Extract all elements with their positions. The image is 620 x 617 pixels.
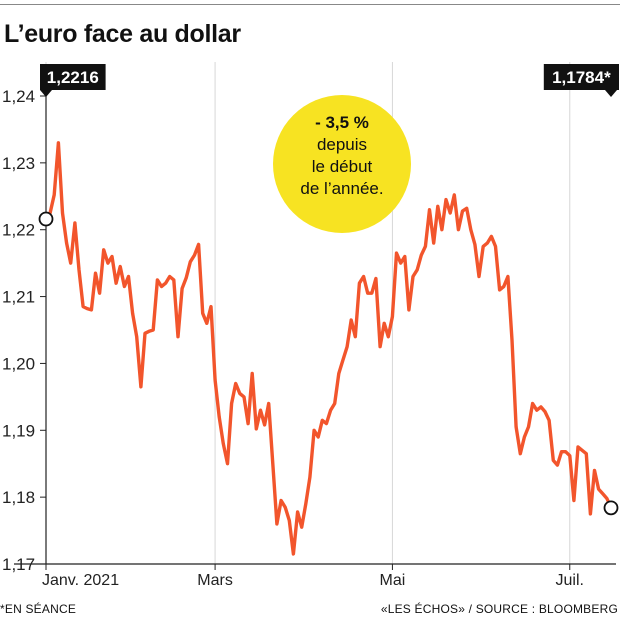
annotation-headline: - 3,5 % (315, 113, 369, 132)
value-callouts: 1,2216 1,1784* (38, 64, 619, 516)
start-value-label-pointer (40, 90, 52, 97)
change-annotation-bubble: - 3,5 % depuis le début de l’année. (273, 95, 411, 233)
x-tick-label: Janv. 2021 (42, 572, 119, 589)
x-tick-label: Juil. (556, 572, 584, 589)
start-point-marker (38, 211, 54, 227)
annotation-line-3: de l’année. (300, 179, 384, 198)
top-rule (0, 4, 620, 5)
end-value-label-box (543, 64, 619, 90)
end-point-marker (603, 500, 619, 516)
end-value-label: 1,1784* (552, 68, 611, 87)
end-value-label-pointer (605, 90, 617, 97)
annotation-line-1: depuis (316, 135, 368, 154)
y-tick-label: 1,23 (2, 154, 35, 173)
x-axis: Janv. 2021 Mars Mai Juil. (14, 563, 616, 589)
annotation-line-2: le début (311, 157, 373, 176)
start-value-label: 1,2216 (47, 68, 99, 87)
y-tick-label: 1,18 (2, 488, 35, 507)
series-line-eur-usd (44, 141, 613, 556)
y-tick-label: 1,21 (2, 288, 35, 307)
chart-title: L’euro face au dollar (4, 20, 241, 48)
source-credit: «LES ÉCHOS» / SOURCE : BLOOMBERG (380, 602, 618, 616)
y-tick-label: 1,20 (2, 354, 35, 373)
y-tick-label: 1,19 (2, 421, 35, 440)
y-tick-label: 1,22 (2, 221, 35, 240)
start-value-label-box (40, 64, 106, 90)
x-tick-label: Mars (197, 572, 233, 589)
footnote: *EN SÉANCE (0, 602, 77, 616)
y-tick-label: 1,24 (2, 87, 35, 106)
x-tick-label: Mai (380, 572, 406, 589)
y-axis: 1,171,181,191,201,211,221,231,24 (2, 84, 47, 574)
